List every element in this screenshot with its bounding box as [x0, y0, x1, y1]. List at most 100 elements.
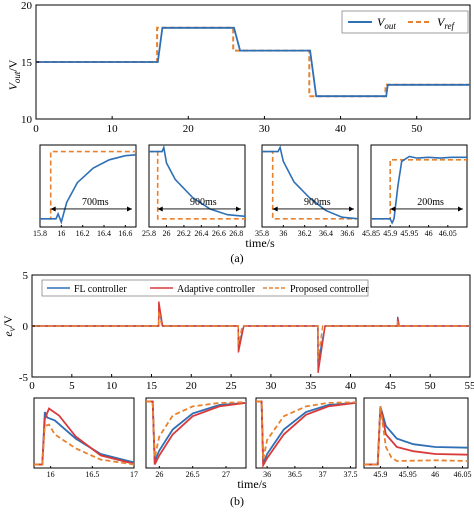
b-zoom-panel-3: 36 36.5 37 37.5 [255, 397, 357, 479]
panel-b-time-label: time/s [237, 477, 267, 491]
legend-proposed-label: Proposed controller [290, 284, 369, 295]
duration-label: 900ms [190, 197, 217, 208]
zoom-series-vout [40, 154, 137, 225]
x-tick-label: 46 [431, 470, 439, 479]
zoom-series-fl [256, 400, 357, 465]
a-zoom-panel-1: 700ms 15.8 16 16.2 16.4 16.6 [33, 144, 137, 238]
panel-b-main-ticks: 0 5 10 15 20 25 30 35 40 45 50 55-505 [19, 270, 474, 392]
x-tick-label: 17 [130, 470, 138, 479]
x-tick-label: 26.8 [229, 229, 243, 238]
zoom-series-proposed [34, 423, 135, 466]
x-tick-label: 26.4 [194, 229, 208, 238]
duration-label: 700ms [82, 197, 109, 208]
panel-b-main-plot [32, 301, 470, 374]
panel-a-legend: Vout Vref [341, 10, 469, 34]
x-tick-label: 26.6 [212, 229, 226, 238]
x-tick-label: 35.8 [255, 229, 269, 238]
x-tick-label: 26 [155, 470, 163, 479]
x-tick-label: 27 [222, 470, 230, 479]
x-tick-label: 50 [411, 123, 423, 135]
panel-b-legend: FL controller Adaptive controller Propos… [41, 279, 369, 297]
x-tick-label: 16.5 [85, 470, 99, 479]
zoom-series-vref [262, 150, 358, 220]
x-tick-label: 45.95 [399, 470, 417, 479]
x-tick-label: 46.05 [454, 470, 472, 479]
series-adaptive-line [32, 301, 470, 374]
duration-label: 200ms [417, 197, 444, 208]
zoom-series-vout [262, 145, 359, 220]
zoom-series-proposed [364, 406, 469, 466]
zoom-frame [261, 144, 359, 228]
x-tick-label: 0 [29, 380, 35, 392]
b-zoom-panel-4: 45.9 45.95 46 46.05 [363, 397, 472, 479]
x-tick-label: 45.9 [383, 229, 397, 238]
x-tick-label: 40 [335, 123, 347, 135]
x-tick-label: 15.8 [33, 229, 47, 238]
x-tick-label: 36.2 [298, 229, 312, 238]
zoom-series-vref [40, 150, 136, 220]
x-tick-label: 36.6 [340, 229, 354, 238]
zoom-series-adaptive [34, 407, 135, 466]
x-tick-label: 36.4 [319, 229, 333, 238]
panel-b-main-chart: 0 5 10 15 20 25 30 35 40 45 50 55-505 ev/V FL contr… [1, 270, 474, 392]
x-tick-label: 40 [345, 380, 357, 392]
x-tick-label: 26.5 [186, 470, 200, 479]
series-proposed-line [32, 310, 470, 359]
x-tick-label: 15 [146, 380, 158, 392]
x-tick-label: 55 [465, 380, 474, 392]
x-tick-label: 5 [69, 380, 75, 392]
x-tick-label: 20 [183, 123, 195, 135]
y-tick-label: -5 [19, 372, 29, 384]
x-tick-label: 45.9 [373, 470, 387, 479]
a-zoom-panel-2: 900ms 25.8 26 26.2 26.4 26.6 26.8 [142, 144, 246, 238]
zoom-frame [370, 144, 468, 228]
panel-a-ylabel: Vout/V [6, 59, 22, 90]
x-tick-label: 45.85 [362, 229, 380, 238]
legend-vout-label: Vout [377, 15, 396, 31]
x-tick-label: 16 [57, 229, 65, 238]
legend-adaptive-label: Adaptive controller [177, 284, 256, 295]
x-tick-label: 16 [47, 470, 55, 479]
x-tick-label: 10 [106, 380, 118, 392]
x-tick-label: 16.2 [76, 229, 90, 238]
y-tick-label: 10 [21, 114, 33, 126]
panel-a-main-plot [36, 26, 470, 98]
x-tick-label: 25.8 [142, 229, 156, 238]
x-tick-label: 36 [263, 470, 271, 479]
x-tick-label: 46 [425, 229, 433, 238]
panel-a-caption: (a) [230, 251, 243, 265]
series-fl-line [32, 308, 470, 363]
zoom-frame [363, 397, 469, 469]
panel-b-zoom-charts: 16 16.5 17 26 26.5 27 36 36.5 37 37.5 45.9 45.95 46 4… [33, 397, 472, 479]
panel-b-caption: (b) [230, 494, 244, 508]
b-zoom-panel-2: 26 26.5 27 [145, 397, 247, 479]
x-tick-label: 0 [33, 123, 39, 135]
zoom-frame [255, 397, 357, 469]
x-tick-label: 37 [319, 470, 327, 479]
x-tick-label: 26.2 [177, 229, 191, 238]
x-tick-label: 20 [186, 380, 198, 392]
x-tick-label: 16.6 [118, 229, 132, 238]
zoom-series-fl [34, 411, 135, 466]
y-tick-label: 0 [23, 321, 29, 333]
legend-fl-label: FL controller [74, 284, 127, 295]
x-tick-label: 46.05 [439, 229, 457, 238]
zoom-series-proposed [146, 400, 247, 458]
y-tick-label: 15 [21, 57, 33, 69]
zoom-series-vout [149, 144, 246, 218]
x-tick-label: 25 [226, 380, 238, 392]
duration-label: 900ms [304, 197, 331, 208]
zoom-frame [33, 397, 135, 469]
y-tick-label: 20 [21, 0, 33, 12]
x-tick-label: 45.95 [400, 229, 418, 238]
x-tick-label: 30 [259, 123, 271, 135]
y-tick-label: 5 [23, 270, 29, 282]
x-tick-label: 50 [425, 380, 437, 392]
zoom-series-vout [371, 155, 467, 225]
zoom-series-adaptive [364, 406, 469, 466]
x-tick-label: 45 [385, 380, 397, 392]
x-tick-label: 10 [107, 123, 119, 135]
